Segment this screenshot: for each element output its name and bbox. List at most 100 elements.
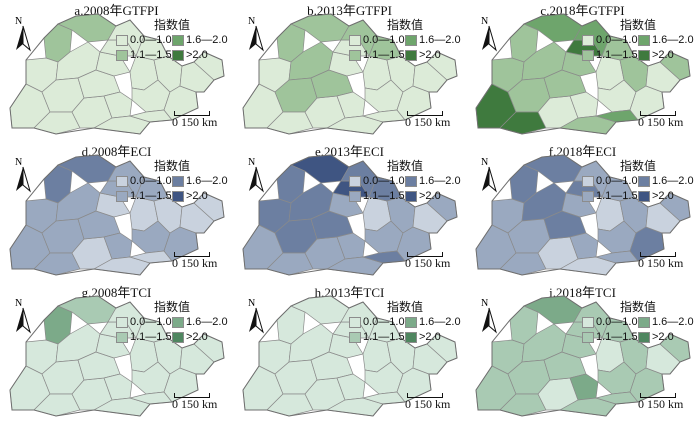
map-region	[103, 91, 133, 119]
scale-zero: 0	[638, 256, 644, 270]
north-arrow: N	[12, 14, 34, 54]
legend-item: 1.1—1.5	[116, 48, 172, 62]
basin-outline	[242, 13, 458, 135]
legend-label: 1.6—2.0	[652, 34, 694, 46]
north-label: N	[248, 157, 255, 168]
map-region	[569, 373, 599, 401]
legend-item: 1.1—1.5	[349, 330, 405, 344]
scale-bar-line	[407, 111, 443, 116]
legend-label: 0.0—1.0	[363, 175, 405, 187]
legend-label: 1.1—1.5	[596, 49, 638, 61]
map-region	[95, 333, 131, 359]
north-arrow-icon: N	[15, 16, 31, 52]
north-label: N	[248, 298, 255, 309]
legend-item: 0.0—1.0	[116, 315, 172, 329]
scale-zero: 0	[172, 256, 178, 270]
legend: 指数值 0.0—1.0 1.6—2.0 1.1—1.5 >2.0	[582, 159, 694, 203]
legend-item: 1.6—2.0	[638, 174, 694, 188]
basin-outline	[475, 13, 691, 135]
region-map	[242, 13, 458, 135]
map-region	[561, 51, 597, 77]
north-arrow: N	[245, 296, 267, 336]
legend-label: 0.0—1.0	[596, 34, 638, 46]
legend: 指数值 0.0—1.0 1.6—2.0 1.1—1.5 >2.0	[349, 300, 461, 344]
legend-swatch	[349, 316, 361, 328]
legend-item: 0.0—1.0	[349, 174, 405, 188]
scale-value: 150 km	[181, 115, 218, 129]
region-map	[475, 154, 691, 276]
map-region	[336, 91, 366, 119]
legend-swatch	[116, 175, 128, 187]
map-region	[95, 192, 131, 218]
legend-item: >2.0	[172, 189, 228, 203]
scale-bar-line	[407, 393, 443, 398]
scale-zero: 0	[638, 397, 644, 411]
legend-title: 指数值	[386, 18, 423, 32]
map-region	[103, 232, 133, 260]
legend-title: 指数值	[386, 300, 423, 314]
legend-item: 1.1—1.5	[582, 48, 638, 62]
scale-bar: 0 150 km	[172, 393, 217, 412]
scale-bar: 0 150 km	[405, 111, 450, 130]
map-panel-4: d.2008年ECI N 指数值 0.0—1.0 1.6—2.0 1.1—1.5…	[0, 141, 233, 282]
legend-item: >2.0	[172, 330, 228, 344]
legend-label: 1.1—1.5	[130, 190, 172, 202]
legend-label: 1.6—2.0	[652, 316, 694, 328]
legend-swatch	[172, 190, 184, 202]
legend: 指数值 0.0—1.0 1.6—2.0 1.1—1.5 >2.0	[582, 300, 694, 344]
north-arrow-icon: N	[248, 157, 264, 193]
legend-item: 1.6—2.0	[405, 315, 461, 329]
legend-swatch	[582, 190, 594, 202]
legend-label: 0.0—1.0	[596, 175, 638, 187]
legend-label: 0.0—1.0	[130, 316, 172, 328]
map-panel-5: e.2013年ECI N 指数值 0.0—1.0 1.6—2.0 1.1—1.5…	[233, 141, 466, 282]
region-map	[9, 295, 225, 417]
north-arrow-icon: N	[481, 157, 497, 193]
scale-bar: 0 150 km	[638, 393, 683, 412]
basin-outline	[9, 295, 225, 417]
legend-swatch	[405, 49, 417, 61]
legend-item: >2.0	[405, 189, 461, 203]
north-arrow: N	[478, 14, 500, 54]
legend-item: 1.1—1.5	[116, 330, 172, 344]
north-label: N	[481, 157, 488, 168]
region-map	[9, 13, 225, 135]
legend-item: >2.0	[405, 48, 461, 62]
legend-swatch	[405, 34, 417, 46]
north-arrow-icon: N	[481, 16, 497, 52]
legend-item: 1.1—1.5	[349, 189, 405, 203]
north-arrow: N	[245, 14, 267, 54]
legend-swatch	[172, 316, 184, 328]
legend-item: >2.0	[172, 48, 228, 62]
map-panel-1: a.2008年GTFPI N 指数值 0.0—1.0 1.6—2.0 1.1—1…	[0, 0, 233, 141]
legend-label: >2.0	[652, 49, 674, 61]
scale-zero: 0	[172, 397, 178, 411]
legend-swatch	[638, 331, 650, 343]
legend-label: >2.0	[186, 331, 208, 343]
panel-title: i.2018年TCI	[549, 285, 616, 300]
legend-item: 0.0—1.0	[349, 315, 405, 329]
legend-label: 1.1—1.5	[596, 190, 638, 202]
map-region	[336, 232, 366, 260]
legend: 指数值 0.0—1.0 1.6—2.0 1.1—1.5 >2.0	[116, 300, 228, 344]
legend: 指数值 0.0—1.0 1.6—2.0 1.1—1.5 >2.0	[349, 159, 461, 203]
scale-value: 150 km	[181, 256, 218, 270]
legend-item: 1.6—2.0	[172, 315, 228, 329]
legend-title: 指数值	[386, 159, 423, 173]
scale-bar: 0 150 km	[172, 252, 218, 271]
scale-bar: 0 150 km	[638, 111, 683, 130]
legend-swatch	[172, 49, 184, 61]
region-map	[9, 154, 225, 276]
north-label: N	[481, 16, 488, 27]
legend-label: 1.6—2.0	[186, 316, 228, 328]
north-arrow: N	[245, 155, 267, 195]
legend-label: 1.1—1.5	[130, 331, 172, 343]
legend-swatch	[582, 49, 594, 61]
legend-item: 0.0—1.0	[582, 174, 638, 188]
legend-item: 1.6—2.0	[405, 174, 461, 188]
legend-item: 0.0—1.0	[582, 33, 638, 47]
legend-label: 0.0—1.0	[363, 316, 405, 328]
legend-label: >2.0	[419, 331, 441, 343]
region-map	[475, 295, 691, 417]
map-panel-7: g.2008年TCI N 指数值 0.0—1.0 1.6—2.0 1.1—1.5…	[0, 282, 233, 423]
